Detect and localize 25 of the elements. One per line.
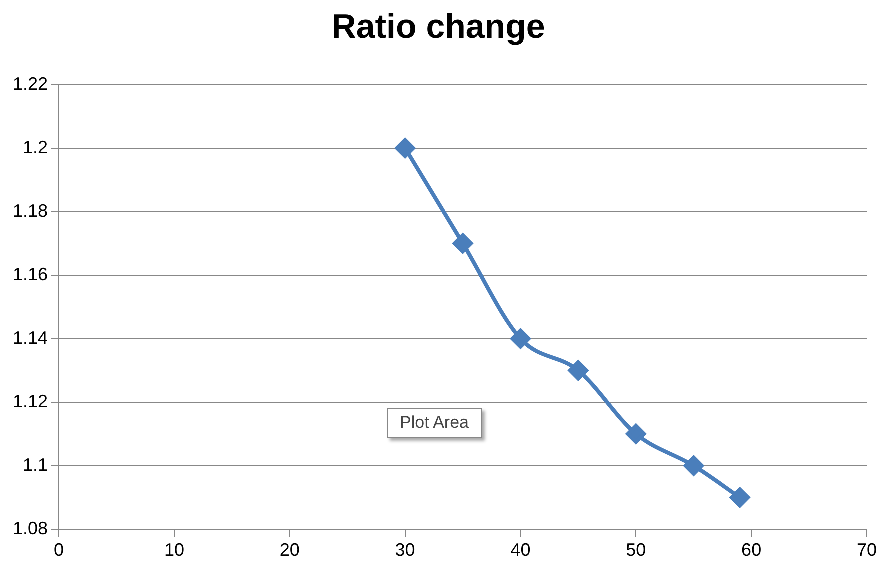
y-tick-label: 1.1: [23, 454, 48, 475]
x-tick-label: 60: [742, 540, 762, 560]
x-tick-label: 0: [54, 540, 64, 560]
y-tick-label: 1.08: [12, 518, 48, 538]
point: [453, 234, 474, 254]
y-tick-label: 1.16: [12, 264, 48, 284]
x-tick-label: 10: [164, 540, 184, 560]
y-tick-label: 1.14: [12, 328, 48, 348]
y-tick-label: 1.18: [12, 200, 48, 221]
annotation: Plot Area: [387, 408, 482, 438]
x-tick-label: 20: [280, 540, 300, 560]
point: [395, 138, 416, 158]
y-tick-label: 1.12: [12, 391, 48, 412]
point: [730, 488, 750, 508]
y-tick-label: 1.22: [12, 74, 48, 94]
x-tick-label: 40: [510, 540, 531, 560]
point: [510, 328, 531, 349]
x-tick-label: 70: [856, 540, 878, 560]
point: [568, 360, 588, 381]
point: [626, 424, 646, 444]
y-tick-label: 1.2: [23, 137, 48, 158]
x-tick-label: 30: [395, 540, 416, 560]
chart-title: Ratio change: [332, 8, 546, 46]
x-tick-label: 50: [626, 540, 646, 560]
point: [684, 456, 704, 476]
